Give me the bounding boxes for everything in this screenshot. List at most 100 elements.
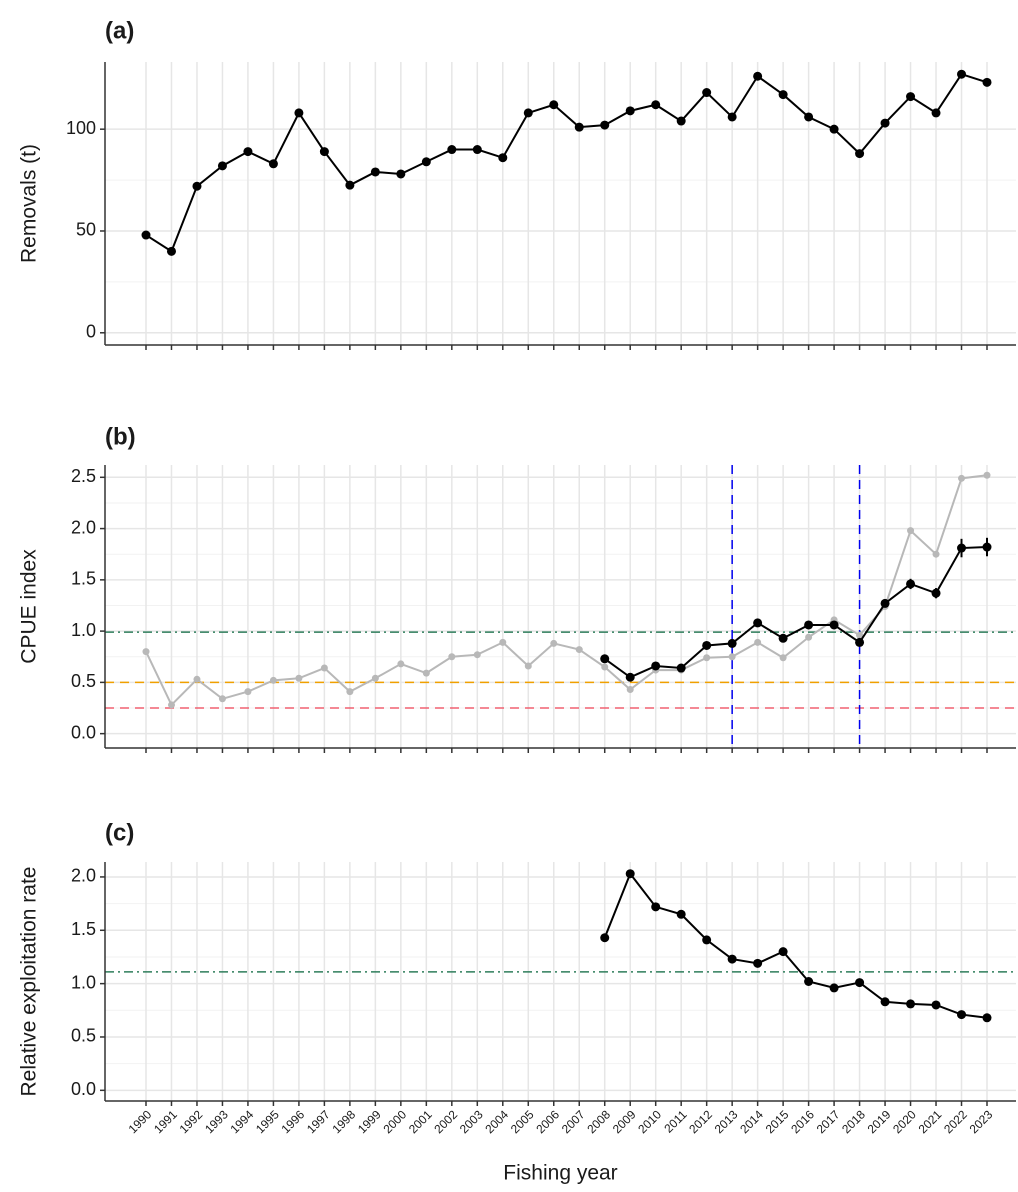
x-tick-label: 1995 xyxy=(253,1107,282,1136)
x-tick-label: 2000 xyxy=(380,1107,409,1136)
data-point xyxy=(575,646,583,654)
y-axis-label: CPUE index xyxy=(18,549,41,664)
data-point xyxy=(907,527,915,535)
y-tick-label: 0 xyxy=(86,322,96,342)
data-point xyxy=(370,167,380,177)
data-point xyxy=(778,633,788,643)
series-line xyxy=(604,546,988,679)
data-point xyxy=(931,588,941,598)
x-tick-label: 2019 xyxy=(865,1107,894,1136)
data-point xyxy=(166,246,176,256)
data-point xyxy=(600,120,610,130)
data-point xyxy=(702,935,712,945)
x-tick-label: 2011 xyxy=(661,1107,689,1135)
data-point xyxy=(193,675,201,683)
data-point xyxy=(421,157,431,167)
data-point xyxy=(931,108,941,118)
data-point xyxy=(906,579,916,589)
data-point xyxy=(728,653,736,661)
data-point xyxy=(779,654,787,662)
data-point xyxy=(753,618,763,628)
data-point xyxy=(244,688,252,696)
data-point xyxy=(804,112,814,122)
data-point xyxy=(778,90,788,100)
data-point xyxy=(600,654,610,664)
data-point xyxy=(727,112,737,122)
data-point xyxy=(550,639,558,647)
panel-title: (a) xyxy=(105,17,134,44)
x-tick-label: 2007 xyxy=(559,1107,588,1136)
data-point xyxy=(243,147,253,157)
data-point xyxy=(523,108,533,118)
data-point xyxy=(958,474,966,482)
data-point xyxy=(983,471,991,479)
data-point xyxy=(524,662,532,670)
y-tick-label: 0.5 xyxy=(71,1026,96,1046)
data-point xyxy=(447,145,457,155)
data-point xyxy=(472,145,482,155)
data-point xyxy=(473,651,481,659)
data-point xyxy=(217,161,227,171)
data-point xyxy=(422,669,430,677)
data-point xyxy=(931,1000,941,1010)
x-tick-label: 2023 xyxy=(967,1107,996,1136)
x-tick-label: 2015 xyxy=(763,1107,792,1136)
data-point xyxy=(957,543,967,553)
y-tick-label: 1.0 xyxy=(71,972,96,992)
data-point xyxy=(855,637,865,647)
data-point xyxy=(804,620,814,630)
data-point xyxy=(396,169,406,179)
x-tick-label: 1993 xyxy=(202,1107,231,1136)
x-tick-label: 1992 xyxy=(177,1107,206,1136)
x-tick-label: 2010 xyxy=(635,1107,664,1136)
x-tick-label: 1998 xyxy=(329,1107,358,1136)
data-point xyxy=(702,88,712,98)
y-tick-label: 1.5 xyxy=(71,569,96,589)
data-point xyxy=(320,664,328,672)
data-point xyxy=(805,633,813,641)
data-point xyxy=(702,640,712,650)
data-point xyxy=(727,954,737,964)
data-point xyxy=(625,106,635,116)
x-tick-label: 2018 xyxy=(839,1107,868,1136)
data-point xyxy=(294,108,304,118)
data-point xyxy=(676,116,686,126)
y-tick-label: 0.5 xyxy=(71,671,96,691)
data-point xyxy=(880,598,890,608)
y-tick-label: 1.5 xyxy=(71,919,96,939)
data-point xyxy=(957,1010,967,1020)
y-tick-label: 50 xyxy=(76,220,96,240)
y-axis-label: Removals (t) xyxy=(18,144,41,263)
series-line xyxy=(603,871,988,1019)
series-line xyxy=(145,73,988,253)
data-point xyxy=(727,638,737,648)
data-point xyxy=(499,638,507,646)
data-point xyxy=(448,653,456,661)
data-point xyxy=(346,688,354,696)
x-tick-label: 2006 xyxy=(533,1107,562,1136)
y-axis-label: Relative exploitation rate xyxy=(18,867,41,1097)
x-tick-label: 2014 xyxy=(737,1107,766,1136)
x-tick-label: 1994 xyxy=(228,1107,257,1136)
data-point xyxy=(754,638,762,646)
data-point xyxy=(268,159,278,169)
data-point xyxy=(651,661,661,671)
data-point xyxy=(142,648,150,656)
data-point xyxy=(829,983,839,993)
y-tick-label: 2.0 xyxy=(71,517,96,537)
data-point xyxy=(804,977,814,986)
data-point xyxy=(141,230,151,240)
data-point xyxy=(957,69,967,79)
data-point xyxy=(982,542,992,552)
x-tick-label: 2016 xyxy=(788,1107,817,1136)
x-tick-label: 2012 xyxy=(686,1107,715,1136)
y-tick-label: 2.5 xyxy=(71,466,96,486)
data-point xyxy=(626,686,634,694)
x-tick-label: 2002 xyxy=(431,1107,460,1136)
x-tick-label: 1990 xyxy=(126,1107,155,1136)
x-tick-label: 1997 xyxy=(304,1107,333,1136)
data-point xyxy=(753,71,763,81)
data-point xyxy=(982,77,992,87)
data-point xyxy=(906,999,916,1009)
